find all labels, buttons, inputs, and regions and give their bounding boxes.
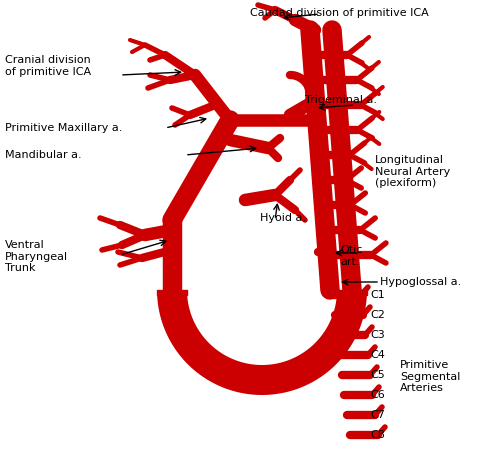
Text: C5: C5: [370, 370, 385, 380]
Text: Caudad division of primitive ICA: Caudad division of primitive ICA: [250, 8, 429, 18]
Text: C7: C7: [370, 410, 385, 420]
Text: 3rd Aortic Arch: 3rd Aortic Arch: [195, 288, 296, 302]
Polygon shape: [157, 290, 367, 395]
Text: C1: C1: [370, 290, 385, 300]
Text: Ventral
Pharyngeal
Trunk: Ventral Pharyngeal Trunk: [5, 240, 68, 273]
Text: Mandibular a.: Mandibular a.: [5, 150, 82, 160]
Text: Hypoglossal a.: Hypoglossal a.: [380, 277, 461, 287]
Text: C3: C3: [370, 330, 385, 340]
Text: 4th Aortic Arch: 4th Aortic Arch: [195, 312, 296, 324]
Text: Otic
art.: Otic art.: [340, 245, 362, 267]
Text: Trigeminal a.: Trigeminal a.: [305, 95, 377, 105]
Text: Primitive
Segmental
Arteries: Primitive Segmental Arteries: [400, 360, 460, 393]
Text: Primitive Maxillary a.: Primitive Maxillary a.: [5, 123, 122, 133]
Text: C4: C4: [370, 350, 385, 360]
Text: C6: C6: [370, 390, 385, 400]
Text: C8: C8: [370, 430, 385, 440]
Text: Cranial division
of primitive ICA: Cranial division of primitive ICA: [5, 55, 91, 76]
Text: C2: C2: [370, 310, 385, 320]
Text: Longitudinal
Neural Artery
(plexiform): Longitudinal Neural Artery (plexiform): [375, 155, 450, 188]
Text: Hyoid a.: Hyoid a.: [260, 213, 306, 223]
